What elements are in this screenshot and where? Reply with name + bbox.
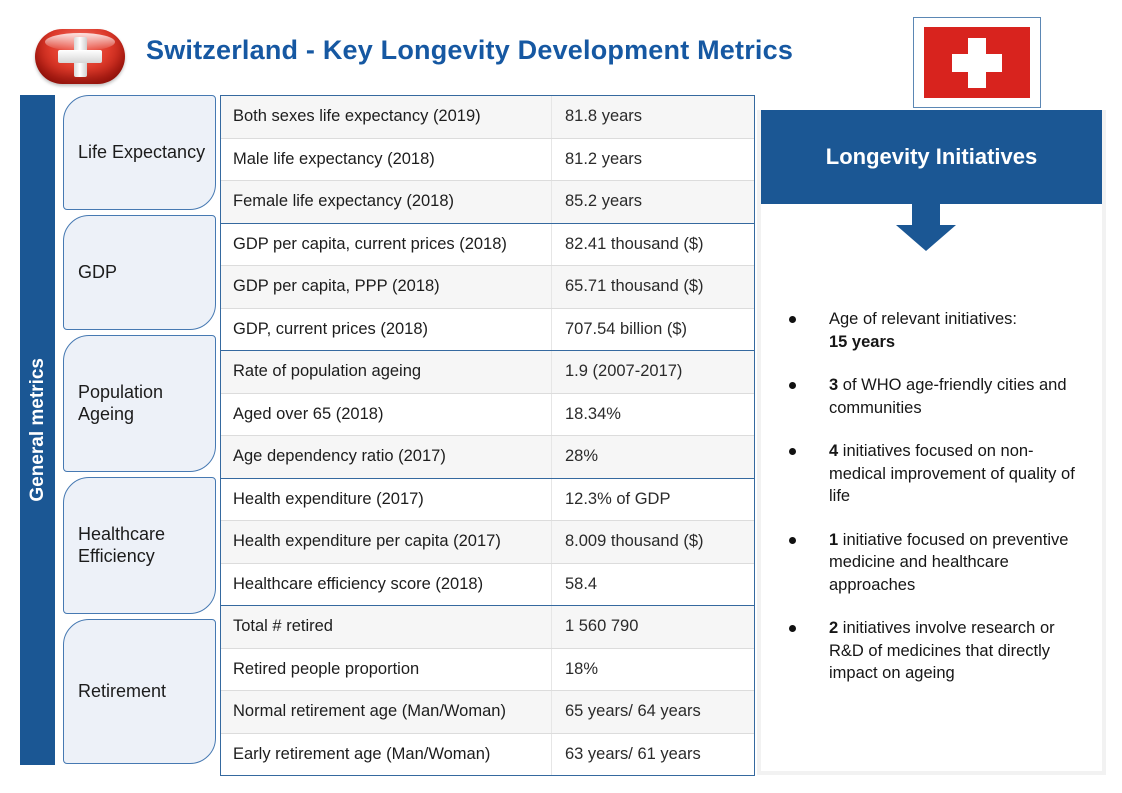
bullet-dot [789,536,796,544]
initiatives-list: Age of relevant initiatives: 15 years 3 of… [787,308,1082,685]
metric-value: 65.71 thousand ($) [551,266,754,308]
metric-value: 81.8 years [551,96,754,138]
metric-label: Healthcare efficiency score (2018) [233,574,484,593]
metrics-table: Both sexes life expectancy (2019) 81.8 ye… [220,95,755,776]
bullet-dot [789,448,796,455]
swiss-flag-field [924,27,1030,98]
table-row: Healthcare efficiency score (2018) 58.4 [221,562,754,605]
table-row: Aged over 65 (2018) 18.34% [221,392,754,435]
metric-label: GDP per capita, current prices (2018) [233,234,507,253]
initiative-item: 3 of WHO age-friendly cities and communi… [787,374,1082,419]
metric-value: 18.34% [551,393,754,435]
category-label: Life Expectancy [78,142,206,163]
table-row: Female life expectancy (2018) 85.2 years [221,180,754,223]
initiative-text: 4 initiatives focused on non-medical imp… [829,442,1075,505]
initiative-item: 2 initiatives involve research or R&D of… [787,617,1082,685]
initiatives-header: Longevity Initiatives [761,110,1102,204]
metric-value: 12.3% of GDP [551,478,754,520]
metric-label: Total # retired [233,617,333,636]
initiative-item: 4 initiatives focused on non-medical imp… [787,440,1082,508]
page-title: Switzerland - Key Longevity Development … [146,35,794,65]
table-row: Early retirement age (Man/Woman) 63 years… [221,732,754,775]
metric-label: Health expenditure (2017) [233,489,424,508]
flag-cross-horizontal [952,53,1002,72]
metric-label: Male life expectancy (2018) [233,149,435,168]
table-group: GDP per capita, current prices (2018) 82.… [220,222,755,351]
metric-value: 65 years/ 64 years [551,691,754,733]
table-row: Both sexes life expectancy (2019) 81.8 ye… [221,96,754,138]
general-metrics-label: General metrics [26,358,48,502]
category-box-healthcare-efficiency: Healthcare Efficiency [63,476,216,615]
bullet-dot [789,316,796,323]
metric-value: 707.54 billion ($) [551,308,754,350]
initiative-item: 1 initiative focused on preventive medic… [787,529,1082,597]
table-row: Age dependency ratio (2017) 28% [221,435,754,478]
metric-label: GDP per capita, PPP (2018) [233,277,440,296]
table-group: Both sexes life expectancy (2019) 81.8 ye… [220,95,755,224]
table-row: Retired people proportion 18% [221,647,754,690]
bullet-dot [789,625,796,632]
metric-value: 1 560 790 [551,606,754,648]
metric-value: 18% [551,648,754,690]
table-row: GDP per capita, PPP (2018) 65.71 thousand… [221,265,754,308]
metric-label: Normal retirement age (Man/Woman) [233,702,506,721]
metric-label: Health expenditure per capita (2017) [233,532,501,551]
table-row: Normal retirement age (Man/Woman) 65 year… [221,690,754,733]
category-label: Population Ageing [78,381,164,425]
swiss-flag-icon [913,17,1041,108]
initiative-text: 3 of WHO age-friendly cities and communi… [829,376,1067,417]
category-box-gdp: GDP [63,214,216,330]
bullet-dot [789,382,796,389]
initiative-text: Age of relevant initiatives: 15 years [829,310,1018,351]
pill-cross-horizontal [58,50,102,63]
table-row: Total # retired 1 560 790 [221,606,754,648]
longevity-initiatives-panel: Longevity Initiatives Age of relevant in… [757,110,1106,775]
metric-value: 1.9 (2007-2017) [551,351,754,393]
metric-label: Early retirement age (Man/Woman) [233,744,491,763]
category-box-life-expectancy: Life Expectancy [63,95,216,210]
swiss-pill-icon [35,29,125,84]
table-row: Health expenditure (2017) 12.3% of GDP [221,478,754,520]
metric-value: 28% [551,436,754,478]
metric-label: Female life expectancy (2018) [233,192,455,211]
initiative-item: Age of relevant initiatives: 15 years [787,308,1082,353]
table-row: GDP per capita, current prices (2018) 82.… [221,223,754,265]
initiative-text: 2 initiatives involve research or R&D of… [829,619,1055,682]
metric-label: Retired people proportion [233,659,420,678]
table-row: GDP, current prices (2018) 707.54 billion… [221,307,754,350]
table-group: Total # retired 1 560 790 Retired people p… [220,605,755,776]
metric-label: Age dependency ratio (2017) [233,447,446,466]
metric-label: GDP, current prices (2018) [233,319,429,338]
metric-value: 81.2 years [551,138,754,180]
metric-label: Both sexes life expectancy (2019) [233,107,481,126]
down-arrow-icon [895,204,956,252]
table-row: Health expenditure per capita (2017) 8.00… [221,520,754,563]
table-row: Male life expectancy (2018) 81.2 years [221,137,754,180]
category-label: GDP [78,261,118,282]
category-box-retirement: Retirement [63,619,216,764]
category-column: Life Expectancy GDP Population Ageing Healt… [63,95,216,764]
category-box-population-ageing: Population Ageing [63,334,216,472]
category-label: Retirement [78,681,167,702]
category-label: Healthcare Efficiency [78,523,166,567]
metric-label: Aged over 65 (2018) [233,404,384,423]
metric-value: 8.009 thousand ($) [551,521,754,563]
general-metrics-bar: General metrics [20,95,55,765]
metric-value: 82.41 thousand ($) [551,223,754,265]
table-group: Rate of population ageing 1.9 (2007-2017)… [220,350,755,479]
metric-value: 63 years/ 61 years [551,733,754,775]
initiatives-title: Longevity Initiatives [825,144,1038,169]
metric-label: Rate of population ageing [233,362,422,381]
metric-value: 58.4 [551,563,754,605]
table-row: Rate of population ageing 1.9 (2007-2017) [221,351,754,393]
metric-value: 85.2 years [551,181,754,223]
initiative-text: 1 initiative focused on preventive medic… [829,530,1069,594]
table-group: Health expenditure (2017) 12.3% of GDP Hea… [220,477,755,606]
